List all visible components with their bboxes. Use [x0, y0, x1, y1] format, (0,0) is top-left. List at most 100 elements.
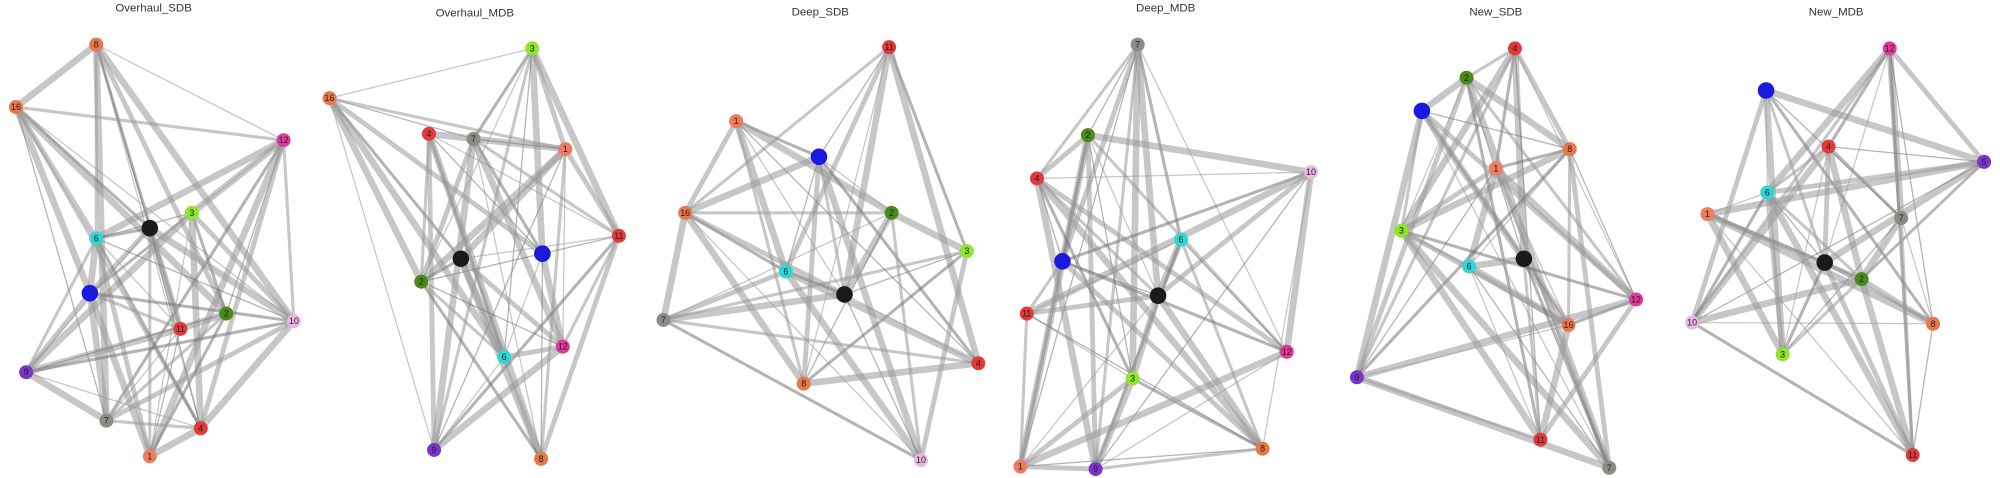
edge — [326, 94, 508, 361]
node — [1255, 441, 1270, 456]
edge — [1019, 295, 1159, 468]
node — [184, 205, 199, 220]
edge — [1356, 324, 1570, 378]
edges — [1688, 45, 1988, 459]
edge — [1825, 143, 1865, 283]
edge — [1781, 160, 1986, 356]
node — [1854, 272, 1869, 287]
edge — [1463, 74, 1574, 153]
node — [1349, 370, 1364, 385]
edge — [1398, 145, 1574, 235]
edge — [662, 212, 893, 321]
edge — [1537, 321, 1572, 444]
edge — [818, 46, 890, 158]
edge — [918, 248, 970, 463]
node — [534, 451, 549, 466]
node-label: 11 — [884, 42, 893, 52]
node-label: 7 — [661, 315, 666, 325]
node-label: 10 — [916, 455, 926, 465]
node — [414, 274, 429, 289]
node — [193, 421, 208, 436]
node-label: 16 — [680, 208, 690, 218]
edge — [326, 94, 425, 286]
node — [810, 148, 828, 166]
edge — [1691, 161, 1985, 324]
edge — [1859, 276, 1936, 327]
edge — [735, 120, 846, 296]
edge — [472, 46, 534, 141]
edge — [803, 46, 890, 385]
node — [1905, 448, 1920, 463]
node — [89, 231, 104, 246]
edge — [1704, 158, 1988, 218]
node — [1757, 82, 1775, 99]
edge — [1468, 265, 1610, 469]
node — [729, 114, 744, 129]
edge — [732, 117, 790, 275]
edge — [1060, 258, 1266, 452]
edge — [1567, 146, 1612, 471]
node — [525, 41, 540, 56]
node — [466, 131, 481, 146]
node — [884, 205, 899, 220]
edges — [660, 43, 982, 464]
node-label: 3 — [1399, 226, 1404, 236]
node — [611, 228, 626, 243]
edge — [417, 145, 569, 286]
node-label: 4 — [1826, 142, 1831, 152]
edge — [841, 209, 895, 298]
edge — [528, 45, 546, 257]
edge — [1764, 190, 1786, 357]
edge — [1827, 145, 1985, 163]
edge — [782, 268, 925, 464]
node-label: 1 — [734, 116, 739, 126]
edge — [1822, 144, 1831, 266]
node-label: 10 — [1687, 317, 1697, 327]
node — [1029, 171, 1044, 186]
node — [286, 314, 301, 329]
edge — [1398, 227, 1613, 472]
node-label: 12 — [1885, 43, 1895, 53]
edge — [1765, 190, 1864, 281]
edge — [1094, 351, 1288, 470]
edge — [1523, 258, 1570, 326]
node — [1894, 210, 1909, 225]
node-label: 6 — [1179, 235, 1184, 245]
node-label: 11 — [176, 324, 185, 334]
edge — [1398, 227, 1544, 444]
node-label: 12 — [279, 135, 289, 145]
node — [1488, 161, 1503, 176]
node-label: 7 — [1607, 463, 1612, 473]
edge — [1023, 168, 1315, 317]
node-label: 12 — [1631, 295, 1641, 305]
network-panel: New_SDB 4 2 1 8 3 6 12 16 11 9 7 — [1349, 6, 1644, 475]
edge — [327, 95, 545, 257]
node — [836, 286, 853, 303]
node — [678, 205, 693, 220]
network-panel: Deep_MDB 7 2 4 10 6 11 3 12 8 1 9 — [1013, 2, 1319, 477]
edge — [1283, 168, 1315, 356]
node — [173, 321, 188, 336]
edge — [95, 43, 285, 141]
node-label: 6 — [94, 233, 99, 243]
edge — [801, 154, 822, 387]
edge — [684, 212, 922, 461]
node — [1304, 165, 1319, 180]
edge — [12, 103, 94, 297]
edge — [146, 224, 184, 333]
node-label: 16 — [1564, 320, 1574, 330]
node — [1507, 41, 1522, 56]
edge — [1019, 448, 1264, 468]
node — [1561, 318, 1576, 333]
edge — [1087, 134, 1134, 380]
edge — [1060, 259, 1289, 354]
edge — [472, 137, 621, 238]
node — [99, 413, 114, 428]
edge — [432, 46, 534, 452]
edge — [14, 105, 286, 142]
edge — [1899, 216, 1915, 457]
node-label: 4 — [976, 358, 981, 368]
edge — [1706, 213, 1914, 456]
